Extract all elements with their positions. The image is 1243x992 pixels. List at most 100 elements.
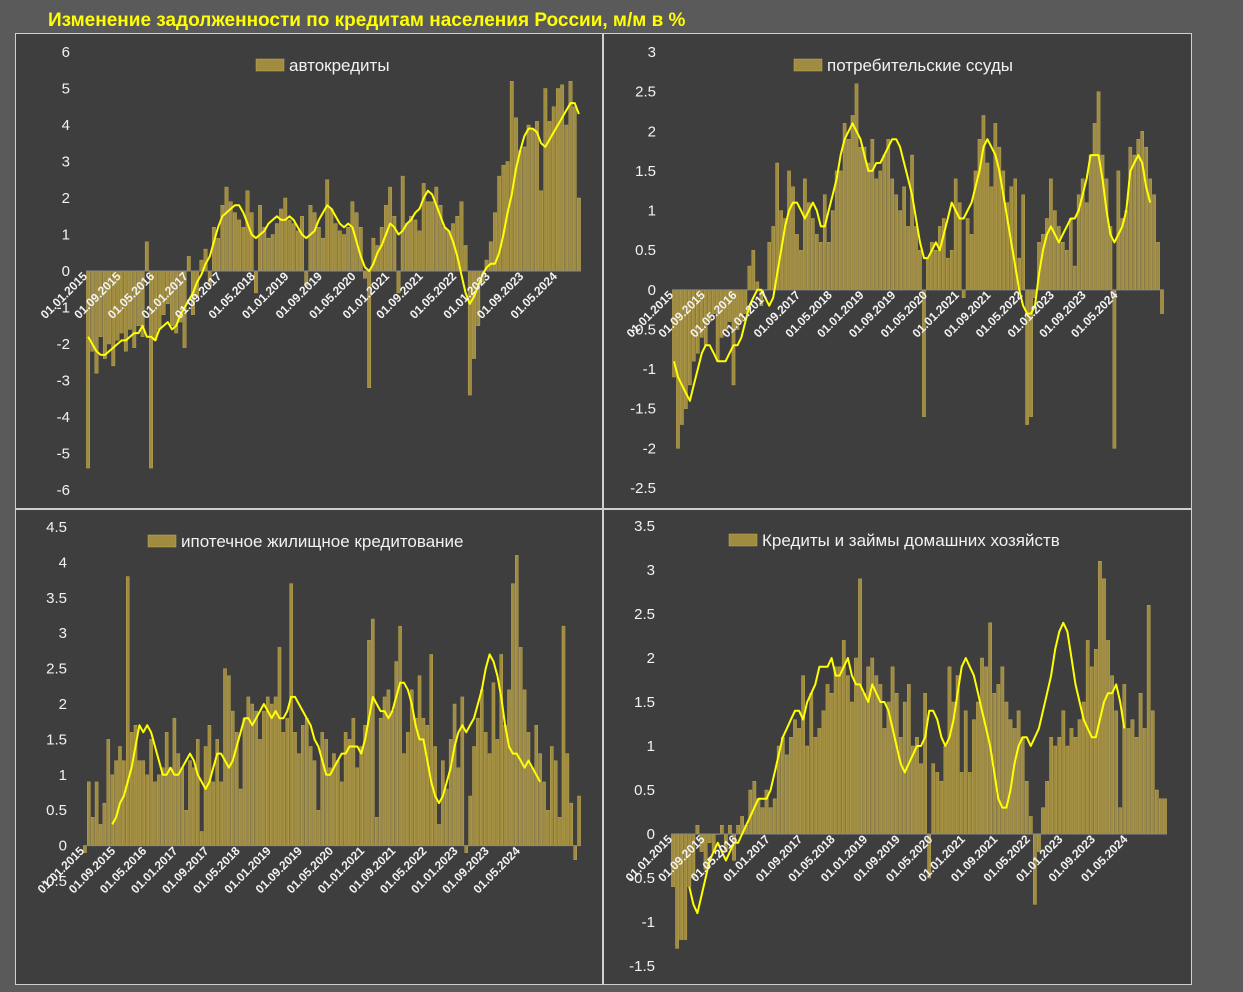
bar (539, 190, 544, 272)
y-tick-label: 2.5 (635, 84, 656, 101)
bar (926, 257, 930, 291)
bar (242, 717, 247, 846)
bar (425, 201, 430, 272)
bar (809, 692, 814, 835)
bar (337, 230, 342, 272)
y-tick-label: 3 (59, 625, 67, 642)
bar (515, 555, 519, 846)
bar (339, 781, 344, 846)
y-tick-label: -1 (643, 361, 656, 378)
bar-series (83, 555, 581, 860)
bar (1020, 736, 1025, 835)
bar (216, 237, 221, 272)
bar (947, 666, 952, 835)
legend: автокредиты (255, 56, 390, 75)
bar (425, 725, 430, 846)
bar (196, 739, 200, 846)
bar (518, 150, 523, 272)
bar (910, 154, 914, 291)
y-tick-label: 3 (647, 562, 655, 579)
bar (161, 767, 165, 846)
y-tick-label: -2 (643, 440, 656, 457)
bar (862, 146, 867, 291)
bar (390, 710, 395, 846)
y-tick-label: 0.5 (635, 242, 656, 259)
bar (277, 647, 282, 846)
bar (258, 205, 262, 272)
bar (406, 732, 410, 846)
bar (324, 739, 328, 846)
bar (106, 739, 111, 846)
bar (363, 270, 367, 279)
bar (547, 121, 552, 272)
bar (499, 654, 503, 846)
bar (821, 710, 826, 835)
bar (1069, 728, 1074, 835)
bar (914, 226, 918, 291)
y-tick-label: 0.5 (634, 782, 655, 799)
bar (801, 675, 805, 835)
y-tick-label: -0.5 (630, 321, 656, 338)
bar (915, 736, 919, 835)
bar (961, 289, 966, 298)
bar (501, 164, 506, 272)
bar (145, 774, 149, 846)
y-tick-label: 2 (647, 650, 655, 667)
bar (850, 701, 854, 835)
bar (445, 788, 449, 846)
bar (295, 230, 300, 272)
bar (487, 753, 492, 846)
bar (464, 845, 468, 853)
bar (838, 170, 843, 291)
bar (1159, 798, 1163, 835)
y-tick-label: 5 (62, 81, 70, 98)
y-tick-label: -5 (57, 446, 70, 463)
bar (405, 223, 409, 272)
bar (491, 682, 496, 846)
page-title: Изменение задолженности по кредитам насе… (48, 10, 686, 31)
bar (886, 138, 891, 291)
bar (87, 781, 91, 846)
bar (996, 684, 1001, 835)
bar (266, 696, 270, 846)
bar (747, 265, 752, 291)
y-tick-label: 0 (59, 838, 67, 855)
bar (269, 703, 274, 846)
bar (1077, 719, 1082, 835)
y-tick-label: 3.5 (46, 590, 67, 607)
bar (938, 226, 942, 291)
bar (543, 88, 548, 272)
y-tick-label: 1.5 (634, 694, 655, 711)
bar (270, 234, 275, 272)
legend-swatch (728, 533, 758, 547)
bar (878, 170, 883, 291)
bar (953, 178, 958, 291)
bar (542, 781, 546, 846)
bar (1138, 692, 1143, 835)
bar (522, 146, 527, 272)
bar (755, 281, 760, 291)
bar (320, 732, 325, 846)
bar (842, 123, 847, 291)
y-tick-label: 2 (648, 123, 656, 140)
y-tick-label: -4 (57, 409, 70, 426)
bar (346, 226, 351, 272)
bar (862, 692, 866, 835)
bar (882, 728, 887, 835)
bar (503, 725, 507, 846)
bar (972, 719, 976, 835)
bar (894, 194, 898, 291)
bar (274, 223, 279, 272)
y-tick-label: -6 (57, 482, 70, 499)
bar (308, 205, 313, 272)
bar (771, 226, 775, 291)
bar (1053, 210, 1057, 291)
bar (1057, 226, 1061, 291)
bar (817, 728, 822, 835)
bar (1110, 675, 1114, 835)
bar (785, 754, 789, 835)
bar (526, 124, 531, 272)
bar (756, 798, 761, 835)
bar (1068, 218, 1073, 291)
y-tick-label: 2.5 (46, 661, 67, 678)
